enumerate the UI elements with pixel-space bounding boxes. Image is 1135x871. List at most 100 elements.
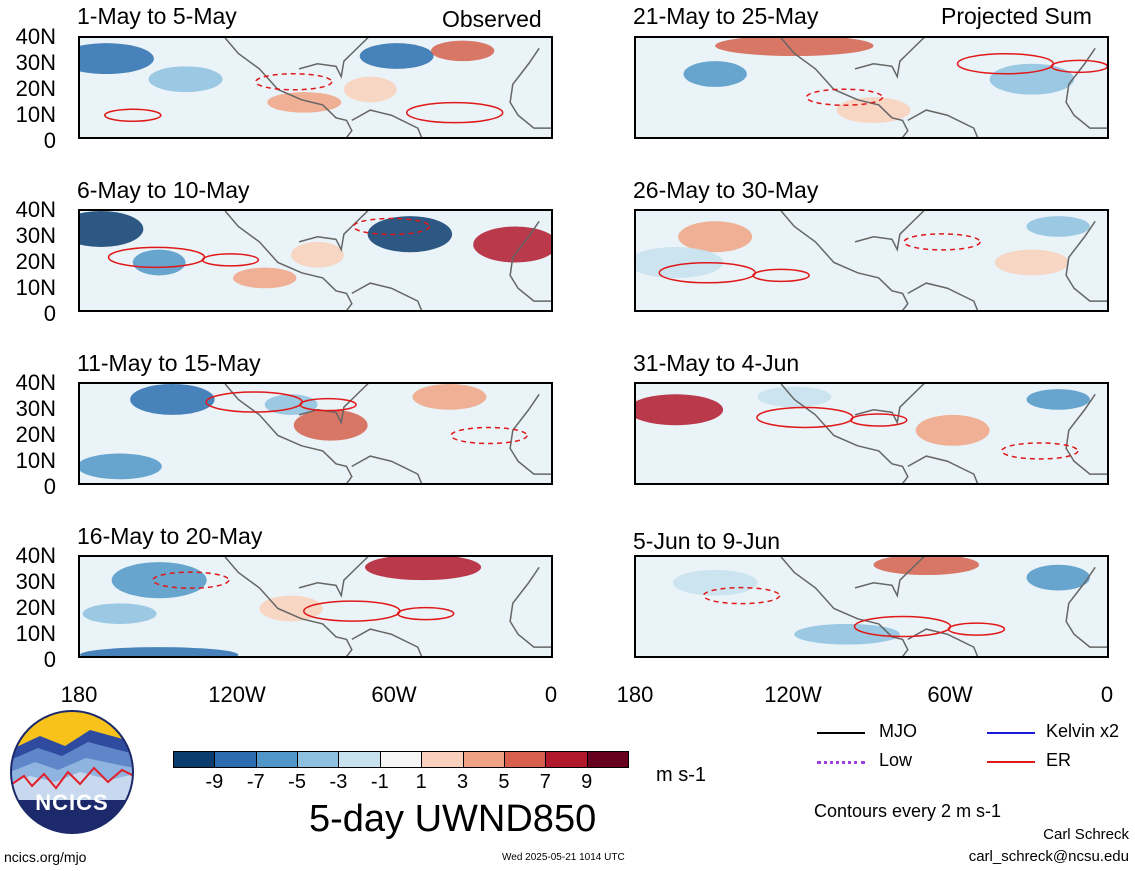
er-contour	[805, 88, 884, 106]
anomaly-region	[636, 394, 724, 426]
legend-swatch-kelvin	[987, 732, 1035, 734]
author-email[interactable]: carl_schreck@ncsu.edu	[968, 848, 1129, 865]
anomaly-region	[130, 384, 215, 415]
colorbar-cell	[338, 751, 381, 768]
er-contour	[205, 391, 303, 413]
coastline	[509, 566, 551, 648]
lat-label: 40N	[15, 543, 56, 568]
er-contour	[756, 406, 854, 429]
er-contour	[255, 73, 333, 91]
coastline	[780, 38, 909, 137]
coastline	[224, 211, 353, 310]
coastline	[1065, 393, 1107, 475]
map-panel-projected-1	[634, 36, 1109, 139]
lat-label: 40N	[15, 197, 56, 222]
coastline	[224, 557, 353, 656]
colorbar-cell	[421, 751, 464, 768]
coastline	[854, 384, 925, 425]
panel-title-8: 5-Jun to 9-Jun	[633, 528, 781, 554]
coastline	[1065, 47, 1107, 129]
coastline	[1065, 566, 1107, 648]
colorbar-cell	[503, 751, 547, 768]
er-contour	[303, 600, 401, 622]
coastline	[780, 557, 909, 656]
anomaly-region	[757, 386, 832, 408]
anomaly-region	[359, 43, 434, 69]
coastline	[298, 557, 369, 598]
legend-swatch-low	[817, 761, 865, 764]
coastline	[854, 38, 925, 79]
anomaly-region	[267, 92, 342, 113]
anomaly-region	[80, 211, 144, 248]
units-label: m s-1	[656, 764, 706, 786]
panel-title-6: 26-May to 30-May	[633, 177, 819, 203]
lat-label: 40N	[15, 24, 56, 49]
coastline	[509, 47, 551, 129]
map-graphic	[636, 211, 1107, 310]
coastline	[351, 109, 423, 137]
lat-label: 10N	[15, 621, 56, 646]
panel-title-5: 21-May to 25-May	[633, 3, 819, 29]
er-contour	[658, 262, 756, 284]
colorbar-tick-label: -3	[329, 771, 348, 793]
anomaly-region	[473, 226, 551, 263]
colorbar-cell	[255, 751, 299, 768]
coastline	[907, 455, 979, 483]
er-contour	[903, 233, 981, 251]
anomaly-region	[678, 221, 753, 253]
anomaly-region	[365, 557, 482, 581]
anomaly-region	[915, 414, 990, 446]
er-contour	[405, 101, 504, 124]
anomaly-region	[430, 40, 495, 62]
panel-title-3: 11-May to 15-May	[77, 350, 261, 376]
anomaly-region	[1026, 216, 1090, 237]
anomaly-region	[994, 249, 1069, 276]
er-contour	[352, 217, 431, 236]
coastline	[351, 628, 423, 656]
lat-label: 30N	[15, 50, 56, 75]
lat-label: 20N	[15, 76, 56, 101]
anomaly-region	[683, 61, 747, 87]
colorbar	[173, 751, 629, 768]
coastline	[298, 38, 369, 79]
colorbar-tick-label: 7	[539, 771, 551, 793]
anomaly-region	[80, 647, 239, 656]
coastline	[224, 38, 353, 137]
lat-label: 10N	[15, 275, 56, 300]
lat-label: 10N	[15, 448, 56, 473]
anomaly-region	[233, 267, 297, 289]
coastline	[907, 109, 979, 137]
map-panel-observed-2	[78, 209, 553, 312]
er-contour	[107, 246, 206, 269]
lon-label: 120W	[208, 682, 266, 707]
map-panel-observed-3	[78, 382, 553, 485]
anomaly-region	[264, 394, 318, 415]
er-contour	[702, 586, 781, 605]
er-contour	[104, 108, 162, 122]
legend-label-er: ER	[1046, 750, 1072, 770]
colorbar-cell	[297, 751, 340, 768]
anomaly-region	[82, 603, 157, 624]
projected-header: Projected Sum	[941, 3, 1092, 29]
author-name: Carl Schreck	[1043, 826, 1129, 843]
panel-title-2: 6-May to 10-May	[77, 177, 250, 203]
lon-label: 180	[60, 682, 98, 707]
colorbar-tick-label: -1	[370, 771, 389, 793]
coastline	[509, 220, 551, 302]
anomaly-region	[343, 76, 397, 103]
anomaly-region	[80, 43, 154, 75]
anomaly-region	[672, 569, 758, 596]
lat-label: 10N	[15, 102, 56, 127]
lat-label: 20N	[15, 422, 56, 447]
footer-link[interactable]: ncics.org/mjo	[4, 849, 87, 865]
colorbar-cell	[173, 751, 216, 768]
map-graphic	[636, 384, 1107, 483]
map-graphic	[636, 38, 1107, 137]
map-panel-projected-3	[634, 382, 1109, 485]
colorbar-cell	[214, 751, 257, 768]
panel-title-4: 16-May to 20-May	[77, 523, 263, 549]
lon-label: 60W	[371, 682, 417, 707]
er-contour	[853, 615, 952, 638]
main-title: 5-day UWND850	[309, 798, 597, 840]
er-contour	[1001, 442, 1079, 460]
